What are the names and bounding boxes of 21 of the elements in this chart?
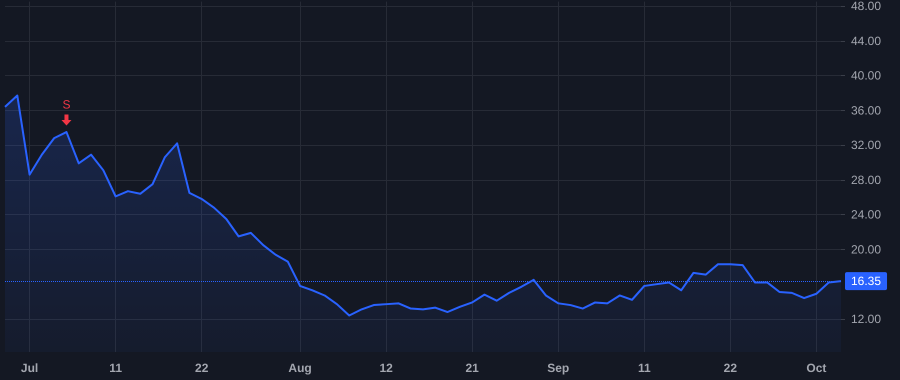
y-tick-label: 20.00	[851, 242, 882, 256]
annotation: S	[62, 98, 70, 112]
x-tick-label: 21	[465, 361, 480, 375]
x-tick-label: Oct	[806, 361, 826, 375]
y-tick-label: 40.00	[851, 68, 882, 83]
x-tick-label: 22	[724, 361, 738, 375]
y-tick-label: 36.00	[851, 103, 882, 118]
y-tick-label: 44.00	[851, 34, 882, 48]
x-tick-label: 11	[109, 361, 122, 375]
y-tick-label: 24.00	[851, 208, 882, 222]
x-tick-label: Aug	[288, 361, 312, 375]
x-tick-label: 22	[195, 361, 209, 375]
x-tick-label: 12	[379, 361, 394, 375]
y-tick-label: 12.00	[851, 312, 882, 326]
y-tick-label: 28.00	[851, 172, 882, 187]
x-tick-label: 11	[638, 361, 651, 375]
x-tick-label: Jul	[20, 361, 38, 375]
y-tick-label: 32.00	[851, 138, 882, 152]
ref-line-label: 16.35	[851, 274, 882, 288]
y-tick-label: 48.00	[851, 0, 882, 13]
x-tick-label: Sep	[547, 361, 570, 375]
